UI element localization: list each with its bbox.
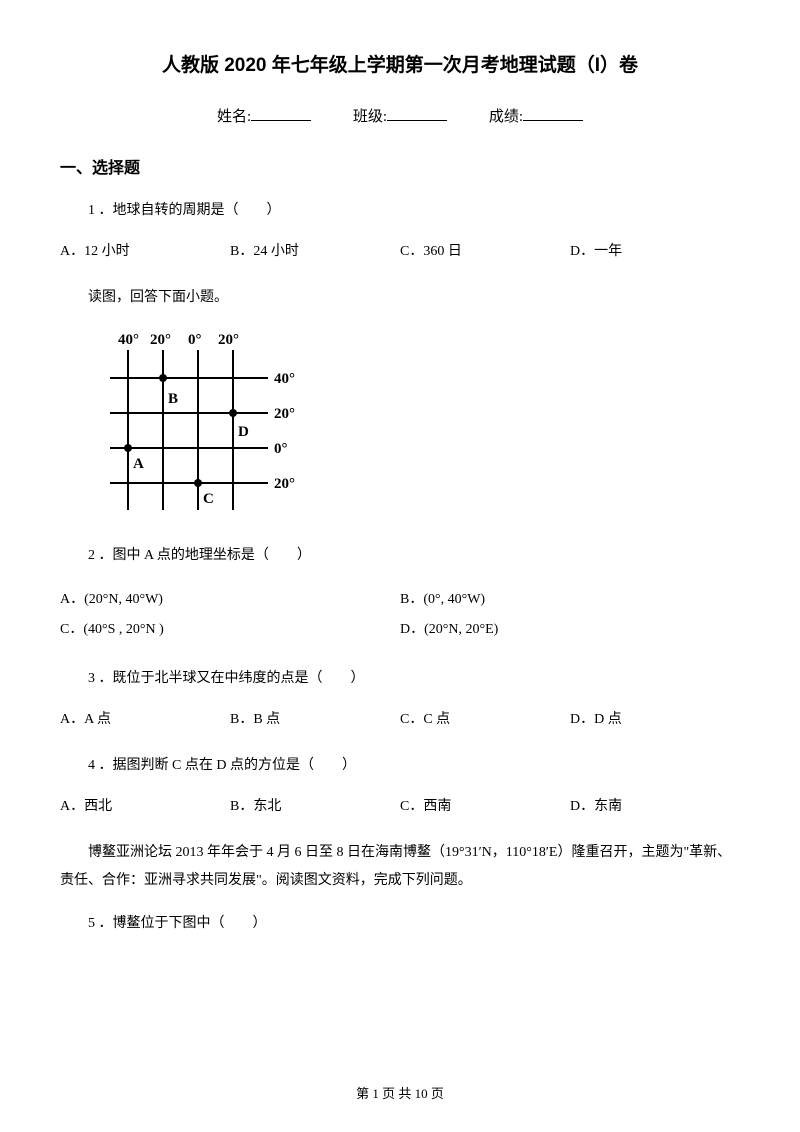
boao-paragraph: 博鳌亚洲论坛 2013 年年会于 4 月 6 日至 8 日在海南博鳌（19°31… [60,839,740,895]
q2-option-a: A．(20°N, 40°W) [60,585,400,616]
q2-option-d: D．(20°N, 20°E) [400,615,740,646]
top-label-2: 0° [188,332,202,348]
question-1-options: A．12 小时 B．24 小时 C．360 日 D．一年 [60,239,740,264]
point-c-label: C [203,491,214,507]
q2-option-b: B．(0°, 40°W) [400,585,740,616]
question-5: 5 ．博鳌位于下图中（ ） [88,911,740,936]
page-title: 人教版 2020 年七年级上学期第一次月考地理试题（I）卷 [60,50,740,77]
question-3-options: A．A 点 B．B 点 C．C 点 D．D 点 [60,707,740,732]
class-label: 班级: [353,109,387,125]
q3-option-d: D．D 点 [570,707,740,732]
q3-option-a: A．A 点 [60,707,230,732]
point-a-label: A [133,456,144,472]
q1-option-a: A．12 小时 [60,239,230,264]
question-2: 2 ．图中 A 点的地理坐标是（ ） [88,543,740,568]
name-label: 姓名: [217,109,251,125]
right-label-2: 0° [274,441,288,457]
q4-option-b: B．东北 [230,794,400,819]
point-d-label: D [238,424,249,440]
q4-option-d: D．东南 [570,794,740,819]
q4-option-a: A．西北 [60,794,230,819]
question-1: 1 ．地球自转的周期是（ ） [88,198,740,223]
question-4: 4 ．据图判断 C 点在 D 点的方位是（ ） [88,753,740,778]
q1-option-b: B．24 小时 [230,239,400,264]
q1-option-c: C．360 日 [400,239,570,264]
top-label-3: 20° [218,332,239,348]
q3-option-b: B．B 点 [230,707,400,732]
point-b-label: B [168,391,178,407]
right-label-3: 20° [274,476,295,492]
q4-option-c: C．西南 [400,794,570,819]
score-blank [523,120,583,121]
score-label: 成绩: [489,109,523,125]
question-4-options: A．西北 B．东北 C．西南 D．东南 [60,794,740,819]
read-prompt: 读图，回答下面小题。 [88,284,740,312]
top-label-1: 20° [150,332,171,348]
page-footer: 第 1 页 共 10 页 [0,1083,800,1102]
name-blank [251,120,311,121]
section-heading: 一、选择题 [60,154,740,178]
class-blank [387,120,447,121]
student-info-row: 姓名: 班级: 成绩: [60,105,740,126]
question-2-options: A．(20°N, 40°W) B．(0°, 40°W) C．(40°S , 20… [60,585,740,647]
right-label-1: 20° [274,406,295,422]
q3-option-c: C．C 点 [400,707,570,732]
q1-option-d: D．一年 [570,239,740,264]
right-label-0: 40° [274,371,295,387]
q2-option-c: C．(40°S , 20°N ) [60,615,400,646]
top-label-0: 40° [118,332,139,348]
coordinate-diagram: 40° 20° 0° 20° 40° 20° 0° 20° B D A C [88,328,740,523]
question-3: 3 ．既位于北半球又在中纬度的点是（ ） [88,666,740,691]
